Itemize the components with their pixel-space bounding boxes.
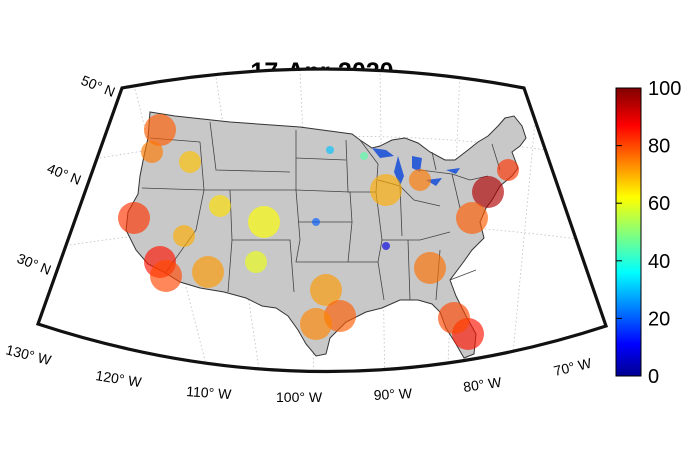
marker-atlanta-ga xyxy=(414,252,446,284)
marker-detroit-mi xyxy=(409,169,431,191)
marker-portland-or xyxy=(141,141,163,163)
map-frame xyxy=(35,67,609,374)
lon-label-70w: 70° W xyxy=(552,355,594,379)
marker-albuquerque-nm xyxy=(245,251,267,273)
marker-san-antonio-tx xyxy=(300,308,332,340)
colorbar-tick-label: 40 xyxy=(648,251,670,273)
marker-salt-lake-city-ut xyxy=(209,195,231,217)
marker-san-diego-ca xyxy=(150,260,182,292)
colorbar-tick-label: 20 xyxy=(648,308,670,330)
marker-green-bay-wi xyxy=(360,152,368,160)
marker-phoenix-az xyxy=(192,256,224,288)
lon-label-100w: 100° W xyxy=(276,389,323,405)
marker-wichita-ks xyxy=(312,218,320,226)
marker-minneapolis-mn xyxy=(326,146,334,154)
lon-label-90w: 90° W xyxy=(373,385,413,403)
marker-dallas-tx xyxy=(310,274,342,306)
colorbar-gradient xyxy=(616,88,641,376)
marker-layer xyxy=(118,114,519,350)
colorbar: 0 20 40 60 80 100 xyxy=(615,78,681,388)
marker-boston-ma xyxy=(497,159,519,181)
colorbar-ticks: 0 20 40 60 80 100 xyxy=(616,78,681,388)
lat-label-50n: 50° N xyxy=(79,72,118,100)
marker-new-york-ny xyxy=(472,176,504,208)
colorbar-border xyxy=(615,87,642,377)
lon-label-120w: 120° W xyxy=(95,367,144,390)
marker-seattle-wa xyxy=(144,114,176,146)
marker-memphis-tn xyxy=(382,242,390,250)
lon-label-80w: 80° W xyxy=(462,374,503,395)
lon-label-130w: 130° W xyxy=(4,341,53,368)
colorbar-tick-label: 100 xyxy=(648,78,681,100)
map-border xyxy=(35,67,609,374)
marker-boise-id xyxy=(179,151,201,173)
colorbar-tick-label: 60 xyxy=(648,193,670,215)
lat-label-40n: 40° N xyxy=(45,160,84,188)
marker-chicago-il xyxy=(370,174,402,206)
marker-las-vegas-nv xyxy=(173,225,195,247)
marker-denver-co xyxy=(248,206,280,238)
colorbar-tick-label: 80 xyxy=(648,136,670,158)
marker-tampa-fl xyxy=(438,302,470,334)
colorbar-tick-label: 0 xyxy=(648,366,659,388)
lat-label-30n: 30° N xyxy=(15,250,54,278)
marker-san-francisco-ca xyxy=(118,202,150,234)
lon-label-110w: 110° W xyxy=(186,383,233,402)
marker-washington-dc xyxy=(456,202,488,234)
